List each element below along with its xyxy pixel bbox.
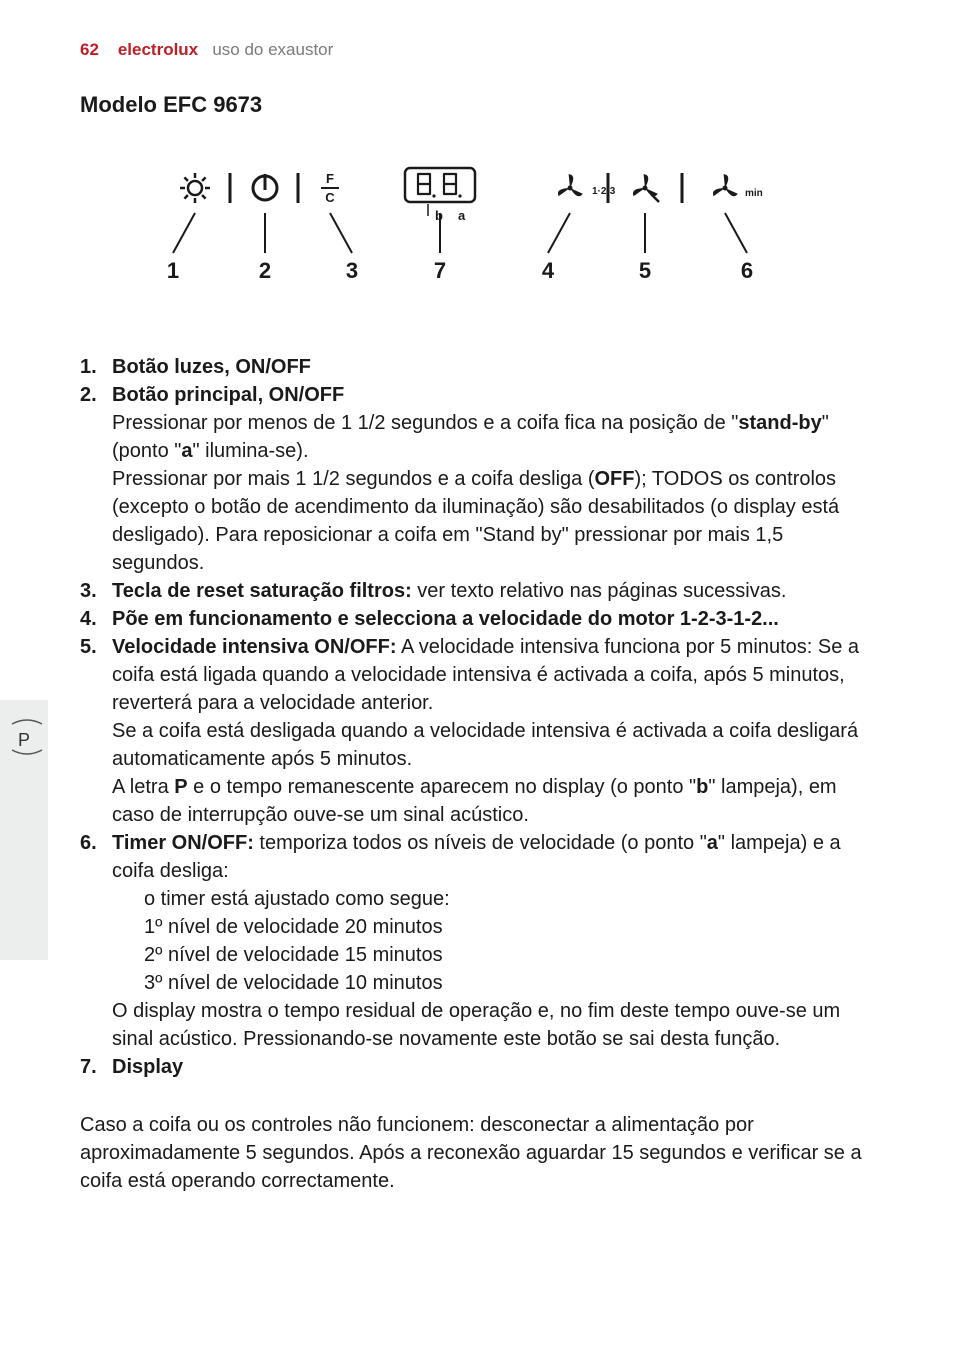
item-number: 5. — [80, 633, 112, 717]
svg-text:7: 7 — [434, 258, 446, 283]
item-number: 4. — [80, 605, 112, 633]
instructions-list: 1. Botão luzes, ON/OFF 2. Botão principa… — [80, 353, 880, 1081]
svg-text:1·2·3: 1·2·3 — [592, 186, 616, 197]
svg-text:5: 5 — [639, 258, 651, 283]
item-5-p3: A letra P e o tempo remanescente aparece… — [80, 773, 880, 829]
text: ver texto relativo nas páginas sucessiva… — [412, 580, 787, 602]
page-title: Modelo EFC 9673 — [80, 92, 880, 118]
text: e o tempo remanescente aparecem no displ… — [188, 776, 697, 798]
item-6-t2: 1º nível de velocidade 20 minutos — [80, 913, 880, 941]
svg-text:C: C — [325, 190, 335, 205]
page-number: 62 — [80, 40, 99, 59]
item-5-p2: Se a coifa está desligada quando a veloc… — [80, 717, 880, 773]
page-side-tab: P — [0, 700, 48, 960]
text-bold: OFF — [595, 468, 635, 490]
text: temporiza todos os níveis de velocidade … — [254, 832, 707, 854]
svg-text:a: a — [458, 208, 466, 223]
item-2-head: Botão principal, ON/OFF — [112, 381, 880, 409]
item-6-t1: o timer está ajustado como segue: — [80, 885, 880, 913]
item-3: Tecla de reset saturação filtros: ver te… — [112, 577, 880, 605]
item-6-head: Timer ON/OFF: — [112, 832, 254, 854]
svg-text:4: 4 — [542, 258, 555, 283]
item-4-head: Põe em funcionamento e selecciona a velo… — [112, 605, 880, 633]
page-header: 62 electrolux uso do exaustor — [80, 40, 880, 60]
item-1-head: Botão luzes, ON/OFF — [112, 353, 880, 381]
item-3-head: Tecla de reset saturação filtros: — [112, 580, 412, 602]
svg-text:2: 2 — [259, 258, 271, 283]
item-6: Timer ON/OFF: temporiza todos os níveis … — [112, 829, 880, 885]
final-note: Caso a coifa ou os controles não funcion… — [80, 1111, 880, 1195]
item-2-body: Pressionar por menos de 1 1/2 segundos e… — [80, 409, 880, 465]
svg-text:1: 1 — [167, 258, 179, 283]
item-number: 6. — [80, 829, 112, 885]
page-content: 62 electrolux uso do exaustor Modelo EFC… — [80, 40, 880, 1195]
item-2-body-2: Pressionar por mais 1 1/2 segundos e a c… — [80, 465, 880, 577]
svg-text:b: b — [435, 208, 443, 223]
svg-text:min: min — [745, 188, 763, 199]
svg-text:F: F — [326, 171, 334, 186]
item-5: Velocidade intensiva ON/OFF: A velocidad… — [112, 633, 880, 717]
brand-name: electrolux — [118, 40, 198, 59]
item-5-head: Velocidade intensiva ON/OFF: — [112, 636, 397, 658]
text: Pressionar por menos de 1 1/2 segundos e… — [112, 412, 738, 434]
section-name: uso do exaustor — [212, 40, 333, 59]
item-number: 1. — [80, 353, 112, 381]
text-bold: a — [181, 440, 192, 462]
text-bold: a — [707, 832, 718, 854]
svg-text:3: 3 — [346, 258, 358, 283]
item-7-head: Display — [112, 1053, 880, 1081]
item-6-t3: 2º nível de velocidade 15 minutos — [80, 941, 880, 969]
control-panel-diagram: 1 2 3 FC 7 ba 4 1·2·3 5 6 min — [80, 158, 820, 318]
text: Pressionar por mais 1 1/2 segundos e a c… — [112, 468, 595, 490]
text: A letra — [112, 776, 174, 798]
page-tab-letter: P — [18, 730, 30, 751]
text: " ilumina-se). — [193, 440, 309, 462]
text-bold: b — [696, 776, 708, 798]
item-6-p2: O display mostra o tempo residual de ope… — [80, 997, 880, 1053]
item-number: 2. — [80, 381, 112, 409]
item-number: 3. — [80, 577, 112, 605]
svg-text:6: 6 — [741, 258, 753, 283]
text-bold: stand-by — [738, 412, 821, 434]
item-number: 7. — [80, 1053, 112, 1081]
item-6-t4: 3º nível de velocidade 10 minutos — [80, 969, 880, 997]
text-bold: P — [174, 776, 187, 798]
